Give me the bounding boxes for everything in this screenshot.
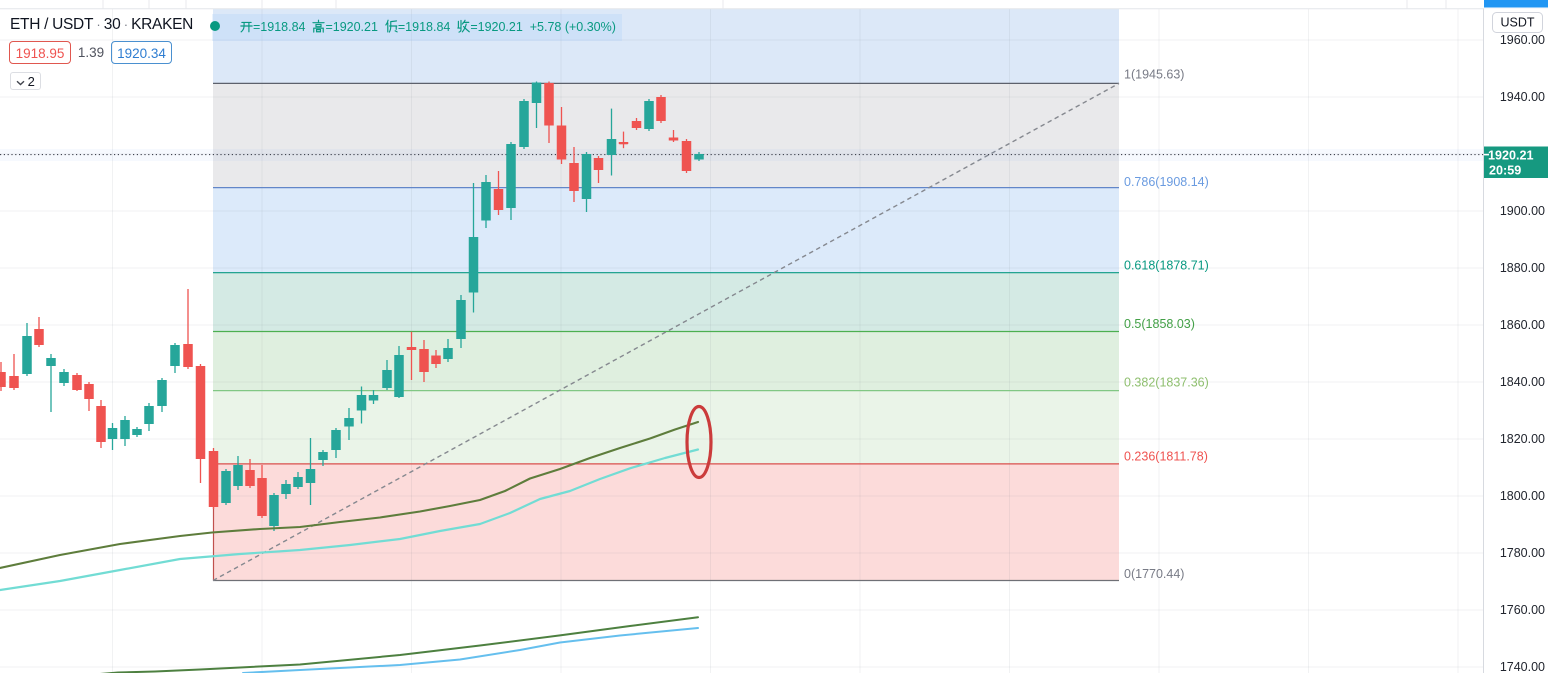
svg-text:1760.00: 1760.00: [1500, 603, 1545, 617]
svg-text:1860.00: 1860.00: [1500, 318, 1545, 332]
svg-text:1940.00: 1940.00: [1500, 90, 1545, 104]
svg-text:1780.00: 1780.00: [1500, 546, 1545, 560]
svg-text:1(1945.63): 1(1945.63): [1124, 68, 1184, 82]
svg-text:1840.00: 1840.00: [1500, 375, 1545, 389]
svg-text:0.5(1858.03): 0.5(1858.03): [1124, 317, 1195, 331]
svg-text:0.618(1878.71): 0.618(1878.71): [1124, 259, 1209, 273]
svg-text:0.382(1837.36): 0.382(1837.36): [1124, 376, 1209, 390]
svg-text:USDT: USDT: [1500, 16, 1534, 30]
svg-text:1800.00: 1800.00: [1500, 489, 1545, 503]
svg-text:1960.00: 1960.00: [1500, 33, 1545, 47]
svg-text:1920.21: 1920.21: [1488, 148, 1534, 162]
svg-text:0(1770.44): 0(1770.44): [1124, 567, 1184, 581]
svg-text:1900.00: 1900.00: [1500, 204, 1545, 218]
svg-text:0.236(1811.78): 0.236(1811.78): [1124, 450, 1208, 464]
svg-text:0.786(1908.14): 0.786(1908.14): [1124, 175, 1209, 189]
svg-text:1740.00: 1740.00: [1500, 660, 1545, 673]
svg-text:1880.00: 1880.00: [1500, 261, 1545, 275]
svg-text:20:59: 20:59: [1489, 163, 1521, 177]
svg-text:1820.00: 1820.00: [1500, 432, 1545, 446]
